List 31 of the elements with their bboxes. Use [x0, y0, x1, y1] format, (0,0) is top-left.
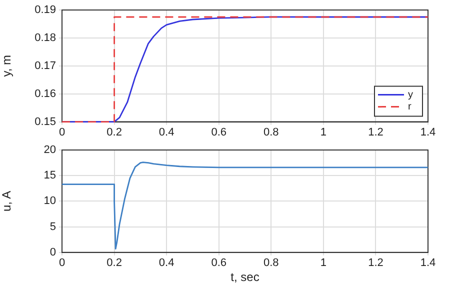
y-tick-label: 0	[50, 246, 56, 258]
y-tick-label: 0.19	[34, 4, 56, 16]
x-tick-label: 1.4	[420, 257, 436, 270]
y-tick-label: 15	[44, 170, 56, 182]
x-tick-label: 0.6	[211, 257, 227, 270]
x-tick-label: 1.2	[368, 126, 384, 138]
x-tick-label: 1	[320, 126, 326, 138]
y-tick-label: 5	[50, 220, 56, 233]
x-tick-label: 0.2	[106, 126, 122, 138]
legend-label: r	[408, 102, 412, 113]
y-tick-label: 0.15	[34, 116, 56, 128]
y-tick-label: 0.16	[34, 88, 56, 100]
x-tick-label: 1.2	[368, 257, 384, 270]
y-axis-title: y, m	[0, 55, 14, 77]
x-tick-label: 1	[320, 257, 326, 270]
x-axis-title: t, sec	[230, 270, 260, 284]
y-tick-label: 0.18	[34, 32, 56, 44]
y-tick-label: 20	[44, 144, 56, 156]
x-tick-label: 0.8	[263, 257, 279, 270]
x-tick-label: 1.4	[420, 126, 436, 138]
y-axis-title: u, A	[0, 190, 14, 212]
legend-label: y	[408, 90, 413, 101]
x-tick-label: 0.4	[158, 126, 174, 138]
x-tick-label: 0	[58, 257, 66, 270]
x-tick-label: 0	[58, 126, 66, 138]
x-tick-label: 0.8	[263, 126, 279, 138]
x-tick-label: 0.4	[158, 257, 174, 270]
x-tick-label: 0.2	[106, 257, 122, 270]
y-tick-label: 10	[44, 195, 56, 208]
y-tick-label: 0.17	[34, 60, 56, 72]
x-tick-label: 0.6	[211, 126, 227, 138]
